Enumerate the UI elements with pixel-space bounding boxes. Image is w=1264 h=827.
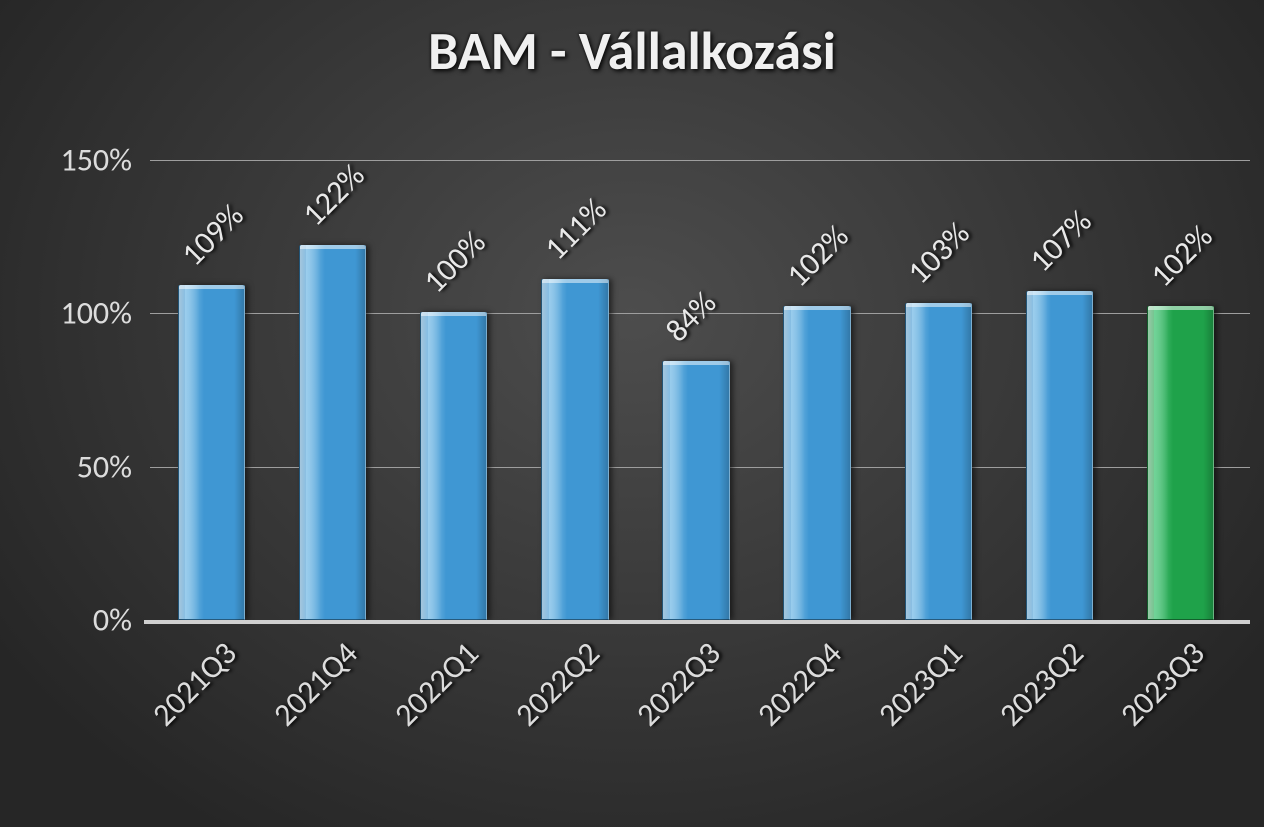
x-tick-label: 2022Q4 bbox=[750, 634, 850, 734]
chart-root: BAM - Vállalkozási 0%50%100%150% 2021Q32… bbox=[0, 0, 1264, 827]
x-tick-label: 2023Q3 bbox=[1113, 634, 1213, 734]
bar-highlight bbox=[185, 285, 203, 619]
x-tick-label: 2021Q4 bbox=[265, 634, 365, 734]
bar-highlight bbox=[549, 279, 567, 619]
bar-highlight bbox=[912, 303, 930, 619]
y-tick-label: 100% bbox=[60, 294, 132, 333]
chart-title: BAM - Vállalkozási bbox=[0, 18, 1264, 84]
x-tick-label: 2023Q1 bbox=[871, 634, 971, 734]
x-tick-label: 2022Q3 bbox=[628, 634, 728, 734]
bar bbox=[905, 303, 972, 620]
y-tick-label: 150% bbox=[60, 141, 132, 180]
x-tick-label: 2022Q1 bbox=[386, 634, 486, 734]
bar bbox=[783, 306, 850, 620]
bar bbox=[662, 361, 729, 620]
bar bbox=[1147, 306, 1214, 620]
y-tick-label: 50% bbox=[77, 447, 132, 486]
x-tick-label: 2023Q2 bbox=[992, 634, 1092, 734]
bar bbox=[420, 312, 487, 620]
bar-highlight bbox=[306, 245, 324, 619]
bar-highlight bbox=[1154, 306, 1172, 619]
bar bbox=[178, 285, 245, 620]
plot-area: 0%50%100%150% 2021Q32021Q42022Q12022Q220… bbox=[150, 160, 1240, 620]
bar-highlight bbox=[1033, 291, 1051, 619]
x-tick-label: 2021Q3 bbox=[144, 634, 244, 734]
bar bbox=[1026, 291, 1093, 620]
bar-highlight bbox=[791, 306, 809, 619]
x-tick-label: 2022Q2 bbox=[507, 634, 607, 734]
bar-highlight bbox=[428, 312, 446, 619]
x-axis-baseline bbox=[144, 620, 1250, 624]
bar-highlight bbox=[670, 361, 688, 619]
bar bbox=[299, 245, 366, 620]
y-tick-label: 0% bbox=[93, 601, 132, 640]
bar bbox=[541, 279, 608, 620]
